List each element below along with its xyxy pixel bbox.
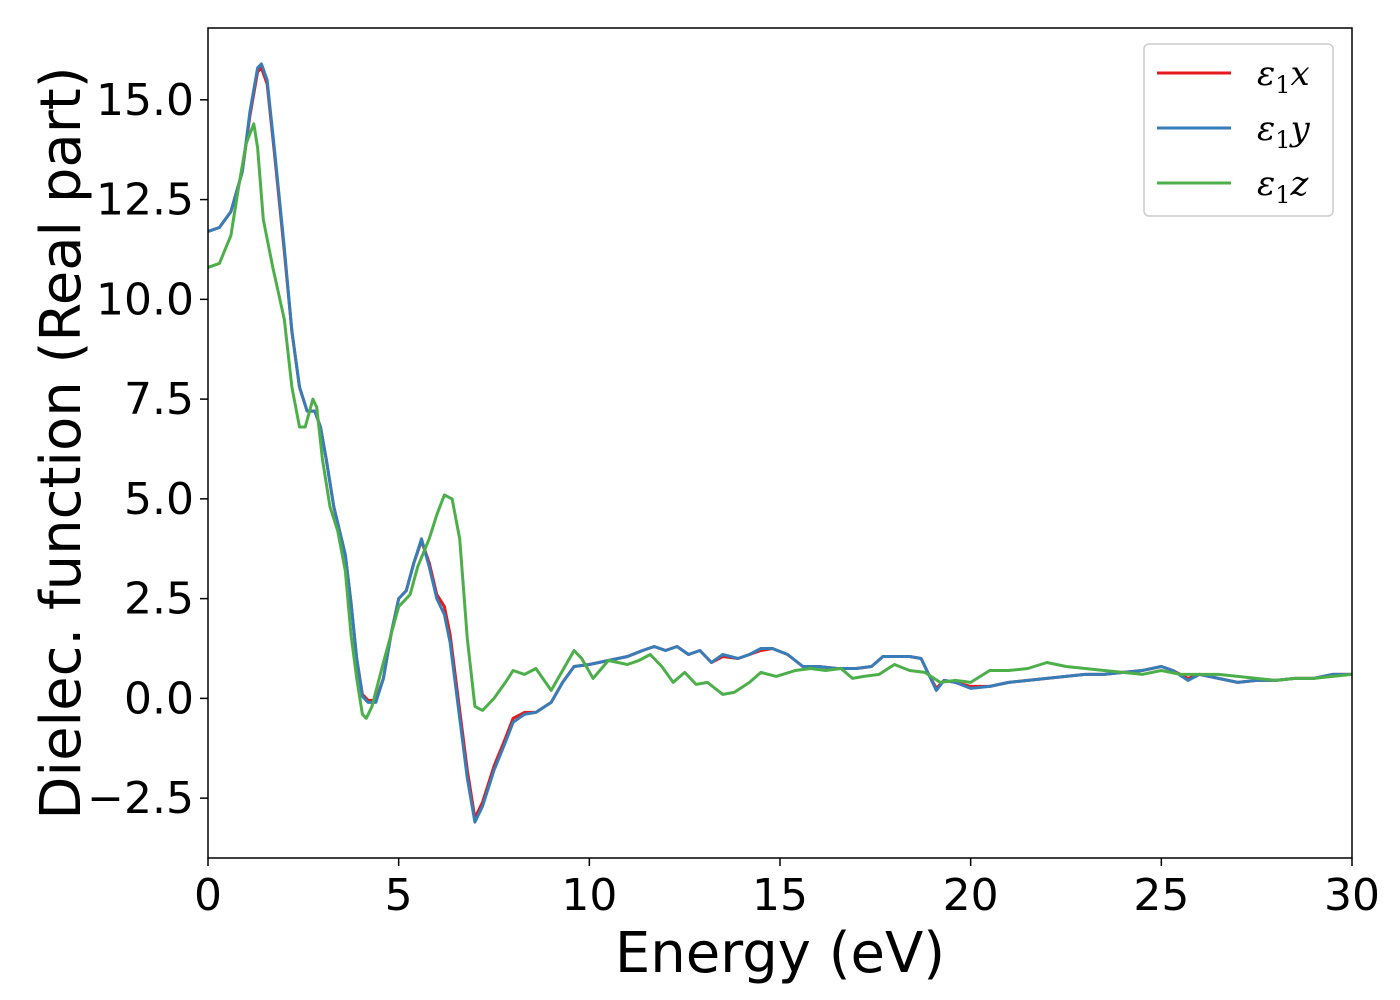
y-tick-label: 5.0 [124,474,194,525]
y-axis: −2.5 0.0 2.5 5.0 7.5 10.0 12.5 15.0 [87,75,208,824]
y-tick-label: 7.5 [124,374,194,425]
legend-label-variable: z [1290,164,1310,204]
legend-label-subscript: 1 [1275,126,1290,154]
legend-label-subscript: 1 [1275,181,1290,209]
legend-label-subscript: 1 [1275,71,1290,99]
legend-box [1143,43,1334,217]
y-tick-label: 0.0 [124,673,194,724]
x-tick-label: 20 [943,870,999,921]
legend-label-x: ε1x [1257,54,1310,99]
y-axis-label: Dielec. function (Real part) [29,66,94,819]
series-line-z [208,122,1352,720]
x-tick-label: 30 [1324,870,1380,921]
legend-label-y: ε1y [1257,109,1311,154]
legend-label-base: ε [1257,54,1275,94]
x-tick-label: 25 [1133,870,1189,921]
y-tick-label: 15.0 [96,75,194,126]
x-tick-label: 15 [752,870,808,921]
y-tick-label: 12.5 [96,175,194,226]
legend-label-base: ε [1257,109,1275,149]
x-axis-label: Energy (eV) [615,921,945,986]
legend-label-base: ε [1257,164,1275,204]
x-tick-label: 0 [194,870,222,921]
x-tick-label: 10 [561,870,617,921]
series-line-y [208,62,1352,824]
legend-label-variable: x [1291,54,1310,94]
series-layer [208,62,1352,824]
x-tick-label: 5 [385,870,413,921]
y-tick-label: −2.5 [87,773,194,824]
y-tick-label: 2.5 [124,574,194,625]
legend-label-variable: y [1289,109,1311,149]
y-tick-label: 10.0 [96,274,194,325]
legend-label-z: ε1z [1257,164,1310,209]
x-axis: 0 5 10 15 20 25 30 [194,858,1380,921]
